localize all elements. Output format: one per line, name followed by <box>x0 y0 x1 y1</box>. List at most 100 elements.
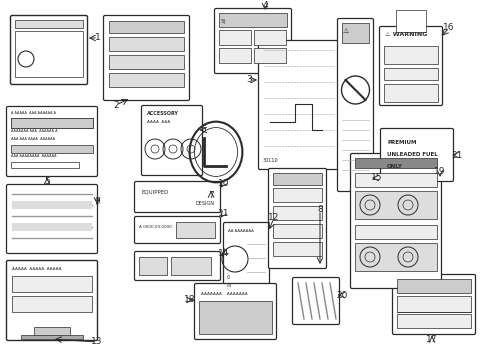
Text: 30110: 30110 <box>263 158 278 163</box>
Text: 21: 21 <box>450 150 462 159</box>
Text: AAA AAAAAAAA  AAAAAA: AAA AAAAAAAA AAAAAA <box>11 154 57 158</box>
Text: DESIGN: DESIGN <box>195 201 214 206</box>
Text: 00: 00 <box>226 284 232 288</box>
Text: 3: 3 <box>245 76 251 85</box>
Text: ONLY: ONLY <box>386 164 402 169</box>
FancyBboxPatch shape <box>337 18 373 192</box>
Text: ⚠ WARNING: ⚠ WARNING <box>384 32 427 37</box>
Bar <box>253 48 285 63</box>
Text: AAA AAA AAAA  AAAAAA: AAA AAA AAAA AAAAAA <box>11 137 55 141</box>
FancyBboxPatch shape <box>134 181 220 212</box>
Bar <box>272 188 321 202</box>
Text: EQUIPPED: EQUIPPED <box>141 190 168 195</box>
Bar <box>383 68 437 80</box>
Text: AAAA  AAA: AAAA AAA <box>147 120 170 124</box>
FancyBboxPatch shape <box>10 15 87 85</box>
Text: AAAAAAA AAA  AAAAAA A: AAAAAAA AAA AAAAAA A <box>11 129 58 133</box>
Text: AAAAAAA    AAAAAAA: AAAAAAA AAAAAAA <box>201 292 247 296</box>
Text: 19: 19 <box>433 167 445 176</box>
Bar <box>341 23 368 43</box>
Bar <box>272 173 321 185</box>
Text: 0: 0 <box>226 275 230 280</box>
Bar <box>12 201 92 209</box>
FancyBboxPatch shape <box>194 284 276 339</box>
FancyBboxPatch shape <box>350 153 441 288</box>
Bar <box>12 223 92 231</box>
Bar <box>11 118 93 128</box>
Bar <box>396 314 470 328</box>
Text: 10: 10 <box>218 179 229 188</box>
Text: 14: 14 <box>218 248 229 257</box>
Text: 1: 1 <box>95 33 101 42</box>
Bar <box>396 296 470 312</box>
Text: ⚠: ⚠ <box>342 28 348 34</box>
Text: AA AAAAAAA: AA AAAAAAA <box>227 229 253 233</box>
Bar <box>11 145 93 153</box>
FancyBboxPatch shape <box>134 216 220 243</box>
FancyBboxPatch shape <box>258 40 339 170</box>
FancyBboxPatch shape <box>292 278 339 324</box>
Text: 11: 11 <box>218 208 229 217</box>
Bar <box>109 21 183 33</box>
Text: 18: 18 <box>184 296 195 305</box>
Text: 8: 8 <box>317 206 322 215</box>
Bar <box>109 55 183 69</box>
Bar <box>12 296 92 312</box>
Bar <box>109 73 183 87</box>
Bar <box>354 158 436 168</box>
Bar <box>219 30 250 45</box>
Bar <box>272 206 321 220</box>
FancyBboxPatch shape <box>379 27 442 105</box>
Text: 2: 2 <box>113 100 119 109</box>
Bar <box>34 327 69 337</box>
Bar <box>11 118 93 128</box>
Text: 12: 12 <box>268 213 279 222</box>
FancyBboxPatch shape <box>134 252 220 280</box>
FancyBboxPatch shape <box>6 107 97 176</box>
Bar <box>395 10 425 32</box>
Bar <box>109 37 183 51</box>
Text: 5): 5) <box>221 19 226 24</box>
FancyBboxPatch shape <box>6 184 97 253</box>
Text: PREMIUM: PREMIUM <box>386 140 416 145</box>
Bar <box>11 162 79 168</box>
Bar <box>253 30 285 45</box>
Text: ACCESSORY: ACCESSORY <box>147 111 179 116</box>
Bar <box>354 191 436 219</box>
Text: 16: 16 <box>442 23 454 32</box>
Text: UNLEADED FUEL: UNLEADED FUEL <box>386 152 437 157</box>
Bar <box>272 224 321 238</box>
Bar <box>396 279 470 293</box>
Bar <box>21 335 82 339</box>
Bar <box>354 243 436 271</box>
Text: 6: 6 <box>200 126 205 135</box>
Text: 20: 20 <box>336 291 347 300</box>
Text: 17: 17 <box>426 336 437 345</box>
Bar <box>354 173 436 187</box>
Bar <box>219 13 286 27</box>
Bar <box>15 31 83 77</box>
Bar <box>176 222 215 238</box>
Bar <box>354 225 436 239</box>
Text: A AAAAA  AAA AAAAAA A: A AAAAA AAA AAAAAA A <box>11 111 56 115</box>
Text: 9: 9 <box>94 197 100 206</box>
FancyBboxPatch shape <box>223 222 269 293</box>
Bar <box>383 84 437 102</box>
FancyBboxPatch shape <box>268 168 326 269</box>
Bar <box>139 257 167 275</box>
Text: 13: 13 <box>91 338 102 346</box>
FancyBboxPatch shape <box>103 15 189 100</box>
Text: 7: 7 <box>208 190 213 199</box>
FancyBboxPatch shape <box>392 274 474 334</box>
FancyBboxPatch shape <box>214 9 291 73</box>
FancyBboxPatch shape <box>380 129 452 181</box>
Bar <box>171 257 210 275</box>
FancyBboxPatch shape <box>6 261 97 341</box>
Bar <box>12 276 92 292</box>
Bar <box>383 46 437 64</box>
Text: 5: 5 <box>44 177 50 186</box>
Text: AAAAA  AAAAA  AAAAA: AAAAA AAAAA AAAAA <box>12 267 61 271</box>
Text: A 0000.00.0000: A 0000.00.0000 <box>139 225 171 229</box>
Bar <box>199 301 271 334</box>
Text: 4: 4 <box>262 0 267 9</box>
